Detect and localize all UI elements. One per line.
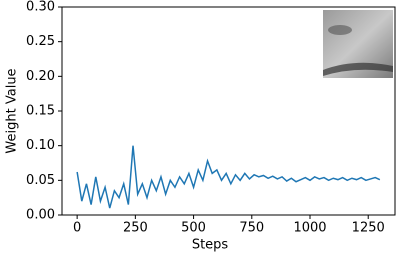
x-tick-label: 0 [73, 221, 81, 236]
y-tick-label: 0.00 [26, 208, 55, 223]
y-tick-label: 0.25 [26, 34, 55, 49]
x-tick-label: 1250 [352, 221, 385, 236]
y-tick-label: 0.15 [26, 104, 55, 119]
plot-frame [61, 6, 396, 216]
y-tick-label: 0.10 [26, 138, 55, 153]
inset-image [323, 10, 393, 78]
x-tick-label: 1000 [293, 221, 326, 236]
x-tick-label: 750 [239, 221, 264, 236]
x-tick-label: 250 [123, 221, 148, 236]
y-tick-label: 0.20 [26, 69, 55, 84]
x-tick-label: 500 [181, 221, 206, 236]
y-tick-label: 0.30 [26, 0, 55, 15]
data-line [76, 145, 381, 209]
x-axis-label: Steps [192, 238, 229, 253]
y-axis-label: Weight Value [5, 68, 20, 153]
y-tick-label: 0.05 [26, 173, 55, 188]
